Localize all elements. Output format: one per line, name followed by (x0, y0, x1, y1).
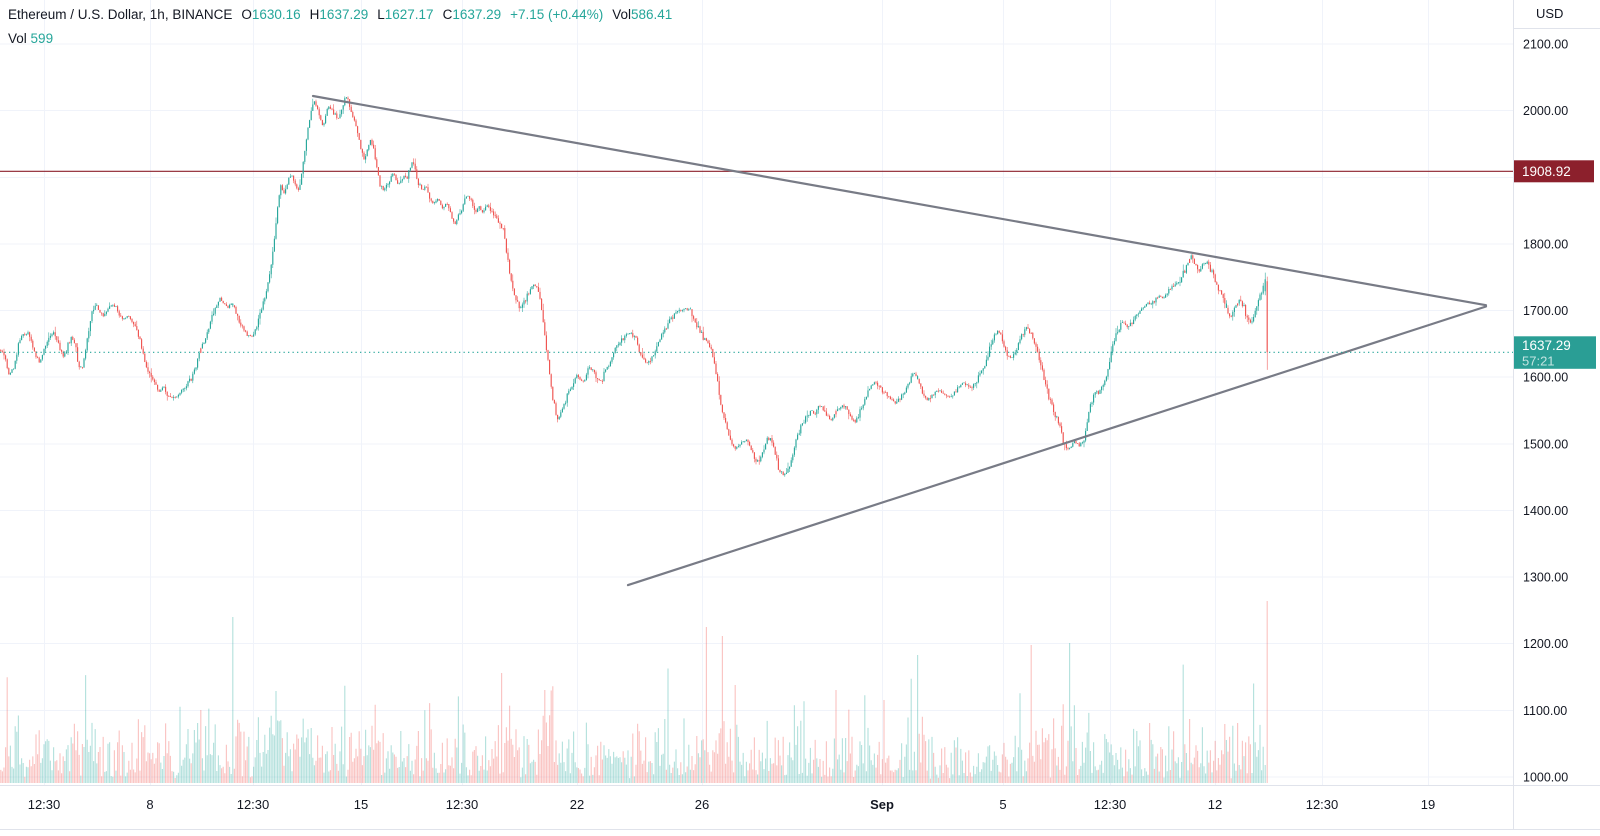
candles-down-bodies (0, 97, 1268, 476)
time-tick-label: 8 (146, 797, 153, 812)
trendline-lower[interactable] (626, 305, 1488, 587)
legend: Ethereum / U.S. Dollar, 1h, BINANCE O163… (8, 7, 672, 55)
price-tick-label: 1400.00 (1523, 504, 1568, 518)
legend-row-volume: Vol 599 (8, 31, 672, 55)
countdown-text: 57:21 (1522, 354, 1555, 369)
time-tick-label: 15 (354, 797, 368, 812)
price-tick-label: 2100.00 (1523, 38, 1568, 52)
time-tick-label: 26 (695, 797, 709, 812)
candles-up-bodies (9, 97, 1266, 476)
time-axis[interactable]: 12:30 8 12:30 15 12:30 22 26 Sep 5 12:30 12 12:30 19 (28, 797, 1436, 812)
symbol-title[interactable]: Ethereum / U.S. Dollar, 1h, BINANCE (8, 7, 233, 22)
ohlc-open: O1630.16 (241, 7, 301, 22)
price-level-badge-value: 1908.92 (1522, 164, 1571, 179)
candles (0, 96, 1268, 477)
current-price-badge: 1637.29 57:21 (1514, 336, 1596, 369)
time-tick-label: 12:30 (237, 797, 270, 812)
legend-row-main: Ethereum / U.S. Dollar, 1h, BINANCE O163… (8, 7, 672, 31)
trendline-upper[interactable] (311, 94, 1488, 307)
price-tick-label: 1500.00 (1523, 437, 1568, 451)
time-tick-label: 12:30 (446, 797, 479, 812)
ohlc-close: C1637.29 (442, 7, 502, 22)
time-tick-label: 5 (999, 797, 1006, 812)
gridlines (0, 0, 1513, 785)
time-tick-label: 19 (1421, 797, 1435, 812)
price-tick-label: 1000.00 (1523, 771, 1568, 785)
price-tick-label: 1800.00 (1523, 237, 1568, 251)
price-level-badge: 1908.92 (1514, 160, 1594, 183)
volume-bars (0, 601, 1268, 783)
currency-label: USD (1536, 6, 1563, 21)
change-value: +7.15 (+0.44%) (510, 7, 604, 22)
price-tick-label: 1700.00 (1523, 304, 1568, 318)
time-tick-label: 12:30 (1306, 797, 1339, 812)
price-tick-label: 1300.00 (1523, 571, 1568, 585)
price-tick-label: 1100.00 (1523, 704, 1567, 718)
price-axis[interactable]: 2100.002000.001900.001800.001700.001600.… (1523, 38, 1568, 785)
time-tick-label: Sep (870, 797, 894, 812)
time-tick-label: 12:30 (28, 797, 61, 812)
price-tick-label: 1200.00 (1523, 637, 1568, 651)
ohlc-high: H1637.29 (309, 7, 369, 22)
ohlc-low: L1627.17 (377, 7, 434, 22)
current-price-value: 1637.29 (1522, 338, 1571, 353)
time-tick-label: 22 (570, 797, 584, 812)
time-tick-label: 12 (1208, 797, 1222, 812)
time-tick-label: 12:30 (1094, 797, 1127, 812)
volume-value: Vol586.41 (612, 7, 673, 22)
price-tick-label: 2000.00 (1523, 104, 1568, 118)
vol-indicator[interactable]: Vol 599 (8, 31, 54, 46)
price-tick-label: 1600.00 (1523, 371, 1568, 385)
